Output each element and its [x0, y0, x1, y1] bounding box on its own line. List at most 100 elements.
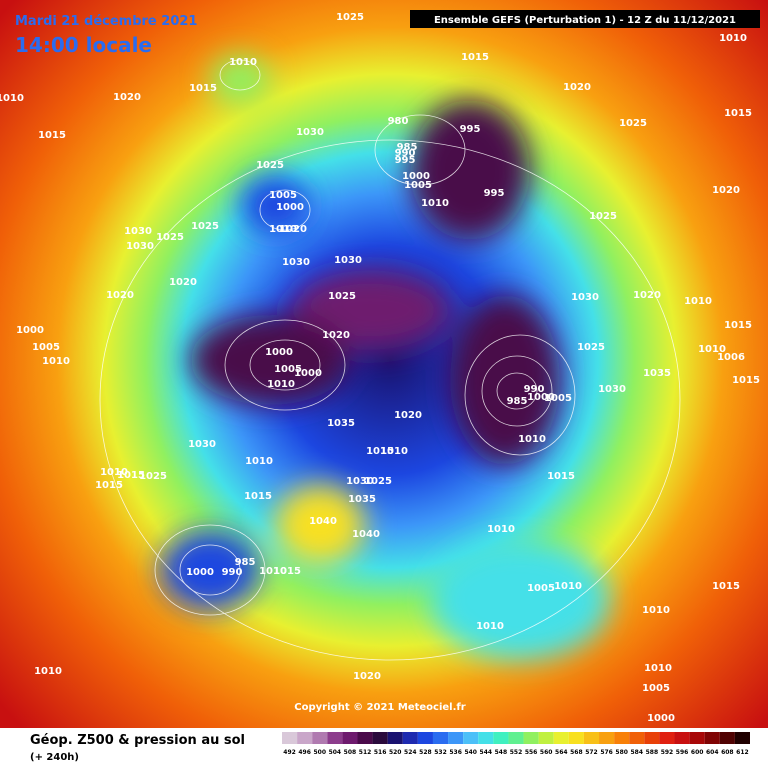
isobar-label: 1025	[589, 211, 617, 222]
colorbar-swatch	[327, 732, 343, 744]
colorbar-label: 588	[646, 749, 659, 756]
isobar-label: 1015	[38, 130, 66, 141]
colorbar-label: 576	[600, 749, 613, 756]
isobar-label: 1015	[461, 52, 489, 63]
isobar-label: 1020	[322, 330, 350, 341]
colorbar-label: 528	[419, 749, 432, 756]
isobar-label: 1010	[245, 456, 273, 467]
isobar-label: 1020	[563, 82, 591, 93]
height-field	[160, 55, 610, 660]
colorbar-swatch	[342, 732, 358, 744]
colorbar-label: 508	[344, 749, 357, 756]
isobar-label: 1040	[309, 516, 337, 527]
isobar-label: 1010	[380, 446, 408, 457]
map-background	[0, 0, 768, 728]
colorbar-swatch	[357, 732, 373, 744]
isobar-label: 1010	[719, 33, 747, 44]
colorbar-label: 564	[555, 749, 568, 756]
isobar-label: 1000	[527, 392, 555, 403]
colorbar-label: 596	[676, 749, 689, 756]
isobar-label: 1030	[334, 255, 362, 266]
isobar-label: 1015	[95, 480, 123, 491]
colorbar-swatch	[538, 732, 554, 744]
isobar-label: 1025	[577, 342, 605, 353]
isobar-label: 1005	[544, 393, 572, 404]
colorbar-label: 592	[661, 749, 674, 756]
colorbar-label: 604	[706, 749, 719, 756]
isobar-label: 990	[524, 384, 545, 395]
colorbar-swatch	[282, 732, 298, 744]
isobar-label: 995	[484, 188, 505, 199]
colorbar-swatch	[659, 732, 675, 744]
isobar-label: 1000	[16, 325, 44, 336]
isobar-label: 1015	[189, 83, 217, 94]
isobar-label: 1000	[276, 202, 304, 213]
isobar-label: 1025	[328, 291, 356, 302]
colorbar-label: 540	[464, 749, 477, 756]
isobar-label: 1030	[124, 226, 152, 237]
colorbar-label: 496	[298, 749, 311, 756]
colorbar-swatch	[674, 732, 690, 744]
colorbar-swatch	[644, 732, 660, 744]
isobar-label: 1030	[571, 292, 599, 303]
colorbar-label: 584	[631, 749, 644, 756]
isobar-label: 985	[235, 557, 256, 568]
isobar-label: 1020	[279, 224, 307, 235]
isobar-label: 1005	[269, 190, 297, 201]
colorbar-swatch	[614, 732, 630, 744]
isobar-label: 1010	[267, 379, 295, 390]
colorbar-label: 572	[585, 749, 598, 756]
isobar-label: 1040	[352, 529, 380, 540]
colorbar-swatch	[417, 732, 433, 744]
colorbar-label: 532	[434, 749, 447, 756]
colorbar-swatch	[583, 732, 600, 744]
colorbar-label: 512	[359, 749, 372, 756]
isobar-label: 1030	[296, 127, 324, 138]
isobar-label: 1020	[633, 290, 661, 301]
colorbar-swatch	[599, 732, 615, 744]
isobar-labels: 1025101010151010101510201010101510309809…	[0, 12, 760, 724]
isobar-label: 1030	[282, 257, 310, 268]
colorbar-swatch	[463, 732, 479, 744]
isobar-label: 1005	[404, 180, 432, 191]
colorbar-swatch	[297, 732, 313, 744]
isobar-label: 1015	[117, 470, 145, 481]
isobar-label: 1020	[113, 92, 141, 103]
colorbar-swatch	[734, 732, 750, 744]
isobar-label: 1020	[712, 185, 740, 196]
isobar-label: 1010	[698, 344, 726, 355]
colorbar-swatch	[704, 732, 720, 744]
colorbar-label: 516	[374, 749, 387, 756]
isobar-label: 1015	[244, 491, 272, 502]
isobar-label: 1015	[366, 446, 394, 457]
isobar-label: 1000	[186, 567, 214, 578]
isobar-label: 1030	[126, 241, 154, 252]
isobar-label: 1015	[712, 581, 740, 592]
colorbar-label: 548	[495, 749, 508, 756]
isobar-label: 1015	[273, 566, 301, 577]
isobar-label: 1020	[106, 290, 134, 301]
isobar-label: 1030	[598, 384, 626, 395]
colorbar-label: 524	[404, 749, 417, 756]
isobar-label: 990	[395, 148, 416, 159]
isobar-label: 1006	[717, 352, 745, 363]
colorbar-swatch	[493, 732, 509, 744]
isobar-label: 1025	[619, 118, 647, 129]
isobar-label: 1010	[100, 467, 128, 478]
colorbar-label: 580	[615, 749, 628, 756]
colorbar-label: 600	[691, 749, 704, 756]
isobar-label: 1000	[647, 713, 675, 724]
colorbar-label: 504	[329, 749, 342, 756]
colorbar-swatch	[402, 732, 418, 744]
isobar-label: 980	[388, 116, 409, 127]
date: Mardi 21 décembre 2021	[15, 14, 197, 29]
colorbar-label: 556	[525, 749, 538, 756]
isobar-label: 1010	[518, 434, 546, 445]
colorbar-swatch	[523, 732, 539, 744]
colorbar-label: 536	[449, 749, 462, 756]
isobar-label: 1035	[348, 494, 376, 505]
isobar-label: 1010	[642, 605, 670, 616]
isobar-label: 1025	[139, 471, 167, 482]
isobar-label: 1030	[188, 439, 216, 450]
